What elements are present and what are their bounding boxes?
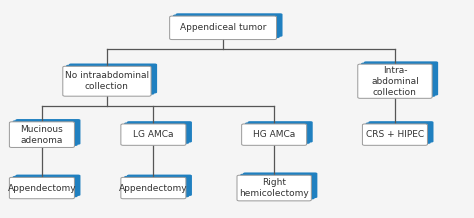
FancyBboxPatch shape (245, 123, 310, 144)
Text: Right
hemicolectomy: Right hemicolectomy (239, 178, 309, 198)
Text: Mucinous
adenoma: Mucinous adenoma (20, 124, 63, 145)
Text: HG AMCa: HG AMCa (253, 130, 295, 139)
FancyBboxPatch shape (63, 66, 151, 96)
FancyBboxPatch shape (127, 121, 192, 143)
FancyBboxPatch shape (9, 122, 74, 147)
FancyBboxPatch shape (127, 175, 192, 196)
FancyBboxPatch shape (16, 175, 81, 196)
FancyBboxPatch shape (9, 177, 74, 199)
FancyBboxPatch shape (176, 13, 283, 37)
Text: Appendectomy: Appendectomy (8, 184, 76, 192)
FancyBboxPatch shape (170, 16, 276, 40)
FancyBboxPatch shape (364, 61, 438, 95)
FancyBboxPatch shape (358, 64, 432, 98)
FancyBboxPatch shape (173, 15, 280, 38)
Text: Appendectomy: Appendectomy (119, 184, 188, 192)
FancyBboxPatch shape (243, 172, 318, 198)
FancyBboxPatch shape (124, 176, 189, 197)
FancyBboxPatch shape (16, 119, 81, 145)
FancyBboxPatch shape (121, 124, 186, 145)
FancyBboxPatch shape (124, 123, 189, 144)
FancyBboxPatch shape (69, 63, 157, 93)
FancyBboxPatch shape (13, 120, 78, 146)
Text: No intraabdominal
collection: No intraabdominal collection (65, 71, 149, 91)
FancyBboxPatch shape (248, 121, 313, 143)
Text: Appendiceal tumor: Appendiceal tumor (180, 23, 266, 32)
FancyBboxPatch shape (240, 174, 315, 199)
Text: LG AMCa: LG AMCa (133, 130, 173, 139)
FancyBboxPatch shape (368, 121, 434, 143)
FancyBboxPatch shape (66, 65, 155, 95)
Text: Intra-
abdominal
collection: Intra- abdominal collection (371, 66, 419, 97)
FancyBboxPatch shape (365, 123, 431, 144)
FancyBboxPatch shape (121, 177, 186, 199)
FancyBboxPatch shape (242, 124, 307, 145)
FancyBboxPatch shape (237, 175, 311, 201)
FancyBboxPatch shape (361, 63, 435, 97)
FancyBboxPatch shape (363, 124, 428, 145)
Text: CRS + HIPEC: CRS + HIPEC (366, 130, 424, 139)
FancyBboxPatch shape (13, 176, 78, 197)
